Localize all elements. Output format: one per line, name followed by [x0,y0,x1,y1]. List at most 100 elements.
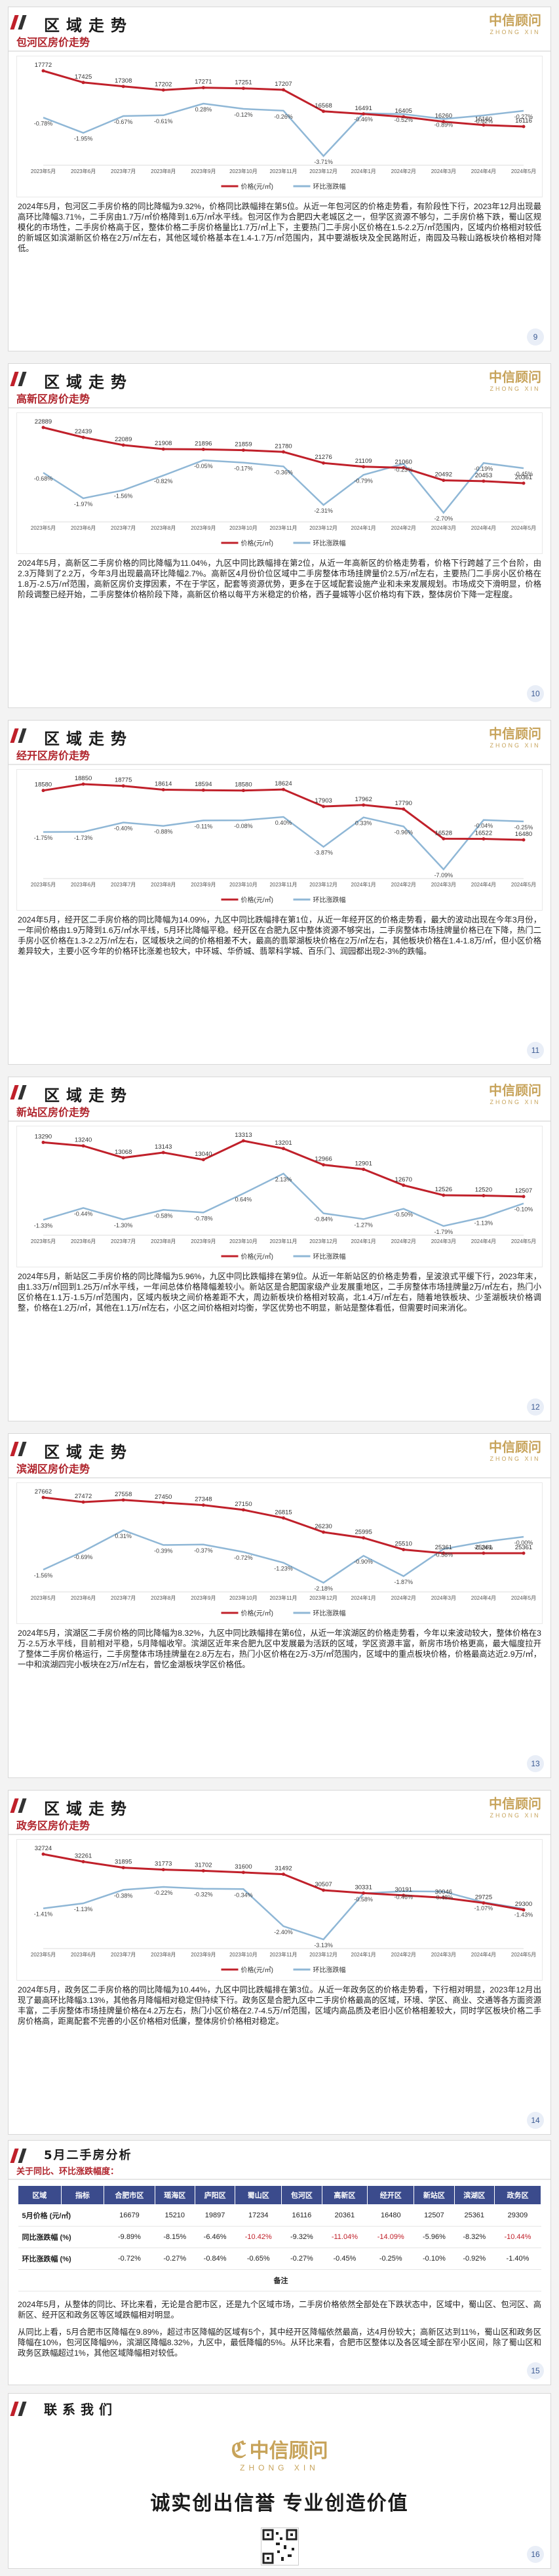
price-label: 13313 [235,1132,252,1139]
title-mark-icon [9,1084,35,1101]
table-header-cell: 包河区 [281,2185,322,2205]
change-label: -0.04% [474,823,493,829]
x-tick-label: 2023年12月 [309,1595,337,1601]
change-label: -0.38% [114,1892,133,1899]
price-label: 29725 [475,1893,492,1901]
table-cell: 15210 [155,2204,195,2227]
brand-cn: 中信顾问 [489,726,541,742]
change-label: -1.87% [394,1579,413,1585]
change-label: -0.19% [474,466,493,472]
change-label: -1.43% [514,1911,533,1918]
price-label: 21896 [195,440,212,447]
x-tick-label: 2024年1月 [351,1951,376,1958]
price-point [482,1901,486,1905]
change-label: -1.97% [74,501,93,507]
price-point [161,447,165,451]
change-series-line [43,1886,524,1941]
change-label: -0.50% [394,1212,413,1218]
price-label: 21276 [315,454,332,461]
brand-en: ZHONG XIN [490,1456,541,1462]
legend-change-label: 环比涨跌幅 [313,1609,346,1617]
table-header-cell: 高新区 [321,2185,368,2205]
table-cell: -1.40% [494,2248,541,2270]
change-label: -1.95% [74,136,93,142]
price-label: 13240 [75,1137,92,1144]
analysis-card: 5月二手房分析 关于同比、环比涨跌幅度： 区域 指标 合肥市区 瑶海区 庐阳区 蜀山区 包河… [8,2140,551,2385]
change-label: 0.28% [195,106,212,113]
x-tick-label: 2023年11月 [269,881,297,888]
line-chart-svg: 18580 -1.75% 2023年5月 18850 -1.73% 2023年6月 1877… [31,775,536,904]
change-label: -2.31% [314,507,333,514]
x-tick-label: 2024年5月 [511,168,536,174]
price-point [241,1871,245,1874]
price-label: 27662 [35,1488,52,1496]
brand-en: ZHONG XIN [490,1812,541,1819]
table-header-cell: 庐阳区 [194,2185,236,2205]
table-cell: -8.15% [155,2226,195,2248]
page-number: 12 [527,1398,544,1416]
row-label: 环比涨跌幅 (%) [18,2248,104,2270]
line-chart-svg: 17772 -0.78% 2023年5月 17425 -1.95% 2023年6月 1730… [31,62,536,191]
x-tick-label: 2023年6月 [71,881,96,888]
x-tick-label: 2024年1月 [351,525,376,531]
change-label: 0.33% [355,820,372,827]
title-mark-icon [9,2147,35,2164]
region-card: 区域走势 中信顾问 ZHONG XIN 包河区房价走势 17772 -0.78% 2… [8,7,551,351]
x-tick-label: 2023年5月 [31,1595,56,1601]
x-tick-label: 2023年12月 [309,881,337,888]
price-point [282,787,285,791]
change-label: -0.67% [114,119,133,125]
section-text: 2024年5月，滨湖区二手房价格的同比降幅为8.32%，九区中同比跌幅排在第6位… [18,1629,541,1669]
price-label: 22089 [115,436,132,443]
table-cell: -10.44% [494,2226,541,2248]
x-tick-label: 2023年10月 [229,881,258,888]
contact-title: 联系我们 [44,2402,117,2417]
price-point [121,85,125,89]
x-tick-label: 2023年9月 [191,1595,216,1601]
analysis-text-1: 2024年5月，从整体的同比、环比来看，无论是合肥市区，还是九个区域市场，二手房… [18,2300,541,2320]
x-tick-label: 2023年9月 [191,1238,216,1244]
price-label: 30191 [395,1886,412,1893]
price-point [241,87,245,90]
x-tick-label: 2023年10月 [229,168,258,174]
change-label: -1.07% [474,1905,493,1911]
price-label: 16260 [435,113,452,120]
price-point [41,789,45,793]
logo-cn: 中信顾问 [249,2440,328,2463]
change-label: 2.13% [275,1176,292,1183]
change-label: -1.30% [114,1222,133,1229]
price-label: 18594 [195,781,212,788]
price-chart: 13290 -1.33% 2023年5月 13240 -0.44% 2023年6月 1306… [16,1126,543,1267]
price-label: 20453 [475,472,492,479]
price-point [442,1551,446,1555]
price-point [282,1516,285,1520]
x-tick-label: 2023年6月 [71,1951,96,1958]
x-tick-label: 2023年11月 [269,525,297,531]
price-label: 21780 [275,443,292,450]
legend-change-label: 环比涨跌幅 [313,1252,346,1261]
x-tick-label: 2024年1月 [351,881,376,888]
price-point [201,1869,205,1873]
x-tick-label: 2023年5月 [31,1951,56,1958]
x-tick-label: 2023年8月 [151,1238,176,1244]
region-card: 区域走势 中信顾问 ZHONG XIN 新站区房价走势 13290 -1.33% 2… [8,1077,551,1421]
price-label: 17207 [275,81,292,88]
table-cell: -8.32% [454,2226,495,2248]
price-point [442,1895,446,1899]
qr-code-icon[interactable] [260,2527,299,2566]
logo-mark-icon: ℭ [231,2437,247,2463]
table-cell: -0.65% [235,2248,282,2270]
brand-en: ZHONG XIN [490,386,541,392]
legend-price-label: 价格(元/㎡) [241,539,273,547]
price-label: 17271 [195,79,212,86]
brand-logo: ℭ 中信顾问 ZHONG XIN [9,2434,550,2472]
price-label: 12670 [395,1176,412,1183]
region-card: 区域走势 中信顾问 ZHONG XIN 高新区房价走势 22889 -0.68% 2… [8,363,551,708]
change-series-line [43,1172,524,1227]
price-point [522,1551,526,1555]
price-label: 21859 [235,441,252,448]
price-point [322,804,326,808]
x-tick-label: 2023年7月 [111,1238,136,1244]
analysis-subtitle: 关于同比、环比涨跌幅度： [9,2164,550,2180]
x-tick-label: 2023年9月 [191,881,216,888]
